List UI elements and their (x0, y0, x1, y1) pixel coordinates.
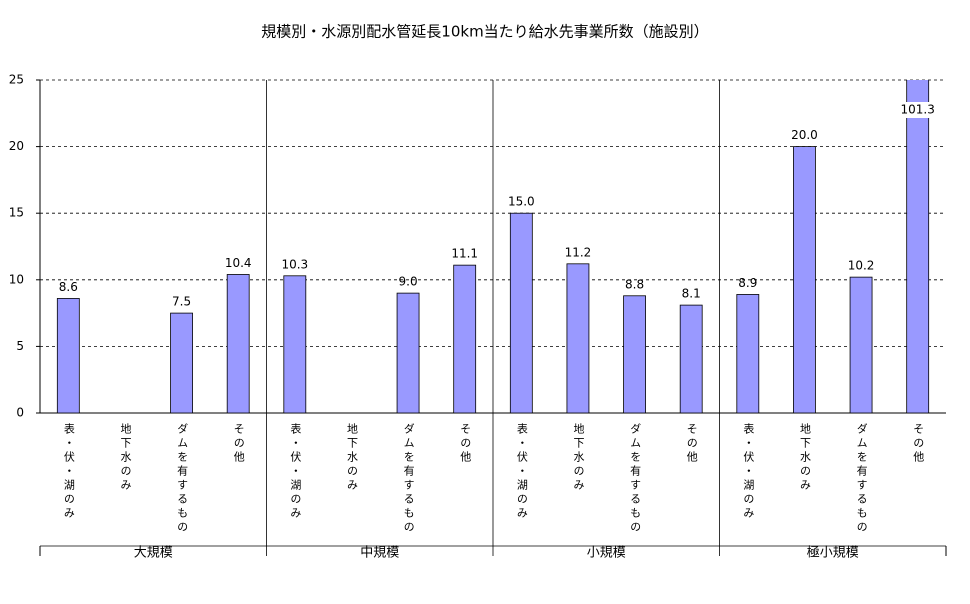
group-label: 中規模 (360, 546, 399, 561)
value-label: 10.3 (281, 257, 308, 271)
bar (566, 263, 590, 413)
x-tick-label: その他 (685, 423, 698, 465)
x-tick-label: その他 (459, 423, 472, 465)
x-tick-label: 表・伏・湖のみ (742, 422, 755, 521)
y-tick-label: 20 (9, 139, 24, 153)
value-label: 7.5 (172, 295, 191, 309)
bar (56, 298, 80, 413)
bar (396, 292, 420, 413)
value-label: 11.1 (451, 247, 478, 261)
x-tick-label: その他 (912, 423, 925, 465)
x-tick-label: ダムを有するもの (629, 423, 642, 535)
x-tick-label: 表・伏・湖のみ (515, 422, 528, 521)
bar (226, 274, 250, 413)
bar (736, 294, 760, 413)
bar (849, 276, 873, 413)
chart-title: 規模別・水源別配水管延長10km当たり給水先事業所数（施設別） (261, 23, 708, 41)
group-label: 大規模 (134, 546, 173, 561)
x-tick-label: ダムを有するもの (176, 423, 189, 535)
bar (679, 304, 703, 413)
value-label: 10.4 (225, 256, 252, 270)
value-label: 15.0 (508, 195, 535, 209)
value-label: 8.8 (625, 277, 644, 291)
x-tick-label: 地下水のみ (345, 423, 358, 493)
x-tick-label: ダムを有するもの (402, 423, 415, 535)
x-tick-label: 表・伏・湖のみ (289, 422, 302, 521)
y-tick-label: 0 (16, 406, 24, 420)
value-label: 9.0 (399, 275, 418, 289)
y-tick-label: 25 (9, 73, 24, 87)
bar (793, 146, 816, 413)
value-label: 8.9 (738, 276, 757, 290)
y-tick-label: 15 (9, 206, 24, 220)
value-label-bg (900, 102, 935, 118)
bar (453, 264, 477, 413)
plot-area (56, 80, 930, 413)
y-tick-label: 5 (16, 339, 24, 353)
bar (509, 212, 533, 413)
value-label: 20.0 (791, 128, 818, 142)
value-label: 10.2 (848, 259, 875, 273)
x-tick-label: ダムを有するもの (855, 423, 868, 535)
group-label: 小規模 (587, 546, 626, 561)
value-label: 8.6 (59, 280, 78, 294)
bar (906, 80, 930, 413)
x-tick-label: 地下水のみ (798, 423, 811, 493)
value-label: 11.2 (565, 245, 592, 259)
x-tick-label: 地下水のみ (572, 423, 585, 493)
x-tick-label: 表・伏・湖のみ (62, 422, 75, 521)
value-label: 101.3 (901, 103, 935, 117)
group-label: 極小規模 (807, 545, 859, 561)
x-tick-label: 地下水のみ (119, 423, 132, 493)
bar (170, 312, 193, 413)
bar (283, 275, 307, 413)
bar (623, 295, 646, 413)
y-tick-label: 10 (9, 272, 24, 286)
x-tick-label: その他 (232, 423, 245, 465)
value-label: 8.1 (682, 287, 701, 301)
